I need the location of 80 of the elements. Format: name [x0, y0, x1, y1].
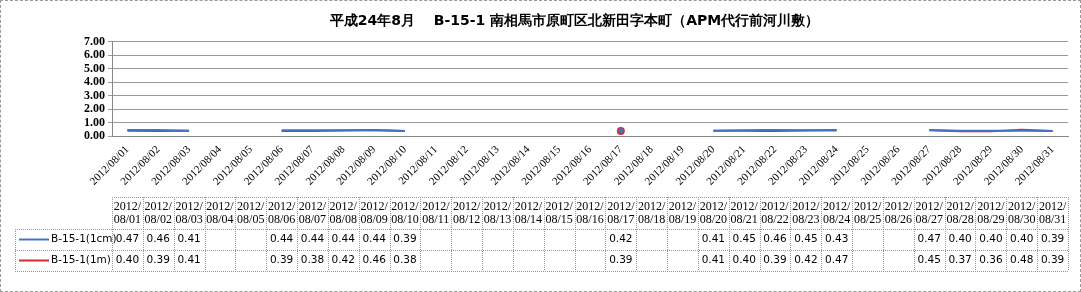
- data-label: 0.38: [300, 253, 325, 266]
- data-label: 0.45: [732, 232, 756, 245]
- category-label: 2012/08/28: [946, 198, 974, 226]
- data-label: 0.37: [948, 253, 972, 266]
- legend-label: B-15-1(1cm): [51, 232, 117, 245]
- data-label: 0.42: [331, 253, 355, 266]
- category-label: 2012/08/06: [267, 198, 296, 226]
- category-label: 2012/08/05: [237, 198, 265, 226]
- data-label: 0.44: [300, 232, 325, 245]
- category-label: 2012/08/30: [1008, 198, 1036, 226]
- data-label: 0.42: [609, 232, 633, 245]
- y-tick-label: 5.00: [84, 60, 105, 75]
- data-label: 0.39: [146, 253, 170, 266]
- category-label: 2012/08/19: [668, 198, 697, 226]
- category-label: 2012/08/12: [452, 198, 481, 226]
- y-tick-label: 1.00: [84, 114, 105, 129]
- category-label: 2012/08/17: [607, 198, 635, 226]
- category-label: 2012/08/14: [514, 198, 542, 226]
- y-tick-label: 2.00: [84, 101, 105, 116]
- category-label: 2012/08/02: [144, 198, 172, 226]
- data-label: 0.40: [1010, 232, 1034, 245]
- category-label: 2012/08/26: [884, 198, 913, 226]
- data-label: 0.39: [609, 253, 633, 266]
- category-label: 2012/08/01: [113, 198, 142, 226]
- category-label: 2012/08/23: [792, 198, 820, 226]
- data-label: 0.46: [362, 253, 387, 266]
- data-label: 0.43: [825, 232, 849, 245]
- data-label: 0.41: [177, 232, 201, 245]
- category-label: 2012/08/22: [761, 198, 789, 226]
- data-label: 0.46: [763, 232, 788, 245]
- data-label: 0.40: [115, 253, 140, 266]
- category-label: 2012/08/11: [422, 198, 450, 226]
- category-label: 2012/08/13: [483, 198, 512, 226]
- y-tick-label: 0.00: [84, 128, 105, 143]
- data-label: 0.40: [732, 253, 756, 266]
- category-label: 2012/08/07: [298, 198, 327, 226]
- y-tick-label: 4.00: [84, 74, 105, 89]
- category-label: 2012/08/16: [576, 198, 604, 226]
- data-label: 0.39: [763, 253, 787, 266]
- category-label: 2012/08/03: [175, 198, 203, 226]
- data-label: 0.47: [115, 232, 140, 245]
- category-label: 2012/08/20: [699, 198, 728, 226]
- data-label: 0.36: [979, 253, 1003, 266]
- data-label: 0.41: [177, 253, 201, 266]
- data-label: 0.40: [979, 232, 1003, 245]
- category-label: 2012/08/27: [915, 198, 943, 226]
- data-label: 0.47: [917, 232, 941, 245]
- data-label: 0.45: [917, 253, 941, 266]
- y-tick-label: 6.00: [84, 47, 105, 62]
- data-label: 0.42: [794, 253, 818, 266]
- legend-label: B-15-1(1m): [51, 253, 111, 266]
- data-label: 0.45: [794, 232, 818, 245]
- data-label: 0.39: [1040, 253, 1065, 266]
- data-label: 0.41: [701, 253, 726, 266]
- category-label: 2012/08/10: [391, 198, 419, 226]
- category-label: 2012/08/31: [1038, 198, 1067, 226]
- data-label: 0.48: [1010, 253, 1034, 266]
- data-label: 0.47: [825, 253, 849, 266]
- chart-title: 平成24年8月 B-15-1 南相馬市原町区北新田字本町（APM代行前河川敷）: [328, 12, 820, 29]
- data-label: 0.44: [269, 232, 294, 245]
- data-label: 0.41: [701, 232, 726, 245]
- category-label: 2012/08/04: [206, 198, 234, 226]
- data-label: 0.40: [948, 232, 972, 245]
- category-label: 2012/08/21: [730, 198, 758, 226]
- data-label: 0.38: [393, 253, 417, 266]
- y-tick-label: 7.00: [84, 33, 105, 48]
- data-label: 0.46: [146, 232, 171, 245]
- data-label: 0.39: [1040, 232, 1065, 245]
- category-label: 2012/08/15: [545, 198, 573, 226]
- category-label: 2012/08/29: [977, 198, 1005, 226]
- data-label: 0.39: [269, 253, 294, 266]
- data-label: 0.39: [393, 232, 417, 245]
- category-label: 2012/08/09: [360, 198, 388, 226]
- data-label: 0.44: [362, 232, 387, 245]
- y-tick-label: 3.00: [84, 87, 105, 102]
- category-label: 2012/08/08: [329, 198, 357, 226]
- category-label: 2012/08/18: [638, 198, 666, 226]
- data-label: 0.44: [331, 232, 356, 245]
- category-label: 2012/08/25: [853, 198, 882, 226]
- category-label: 2012/08/24: [823, 198, 851, 226]
